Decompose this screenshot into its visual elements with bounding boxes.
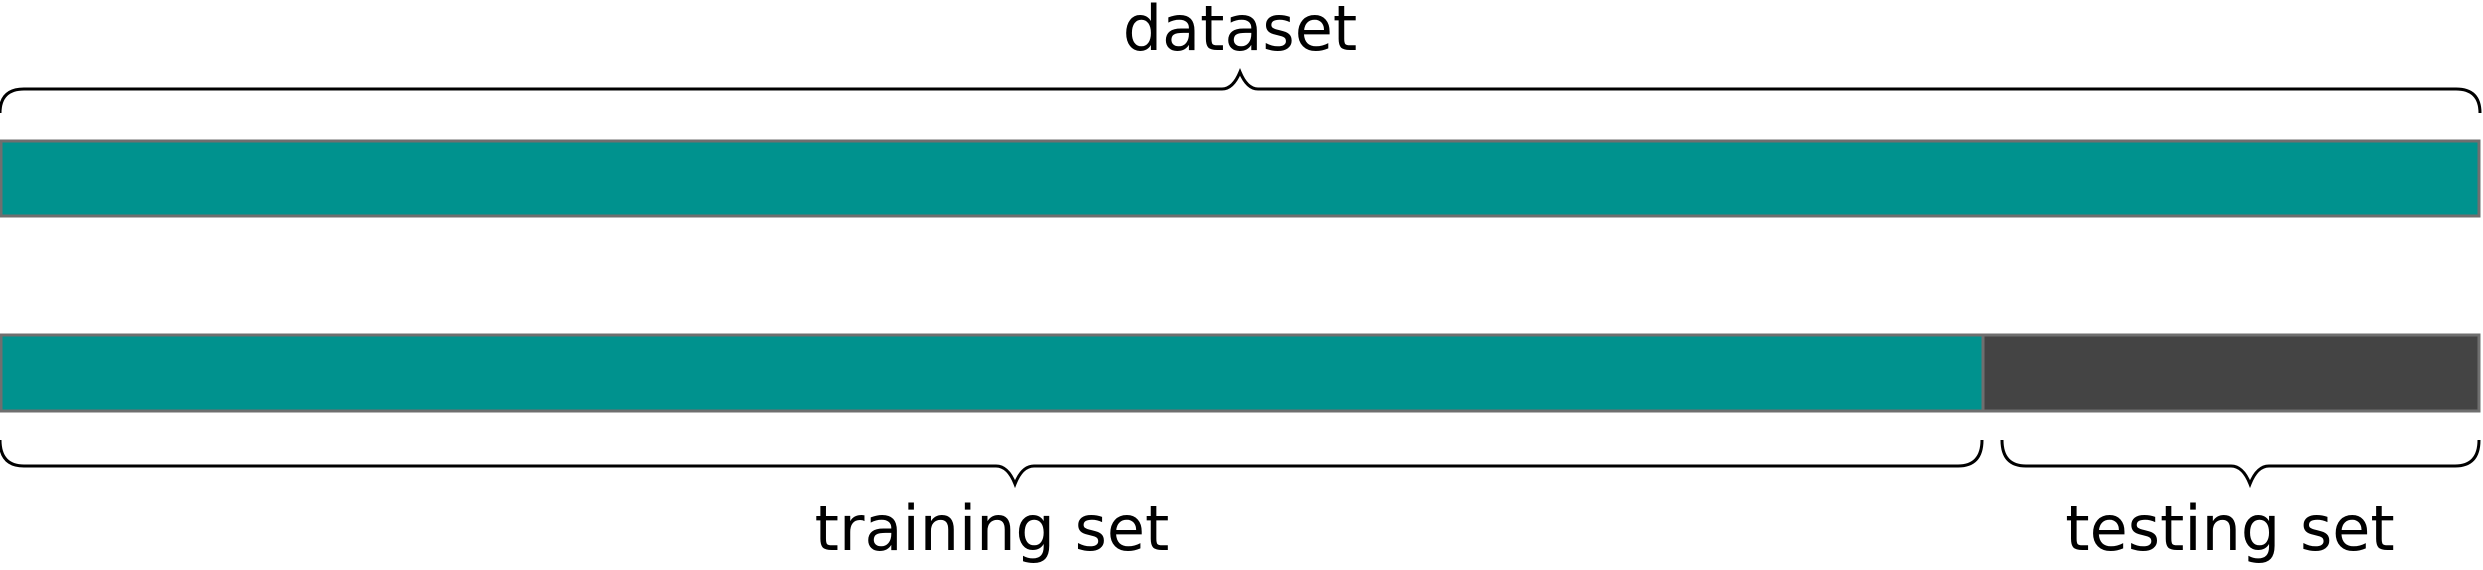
testing-bar [1981,333,2481,413]
training-brace [0,439,1984,489]
training-set-label: training set [815,492,1170,565]
dataset-label: dataset [1123,0,1357,65]
training-bar [0,333,1985,413]
testing-set-label: testing set [2065,492,2394,565]
dataset-brace [0,68,2482,114]
testing-brace [2000,439,2481,489]
dataset-bar [0,139,2481,218]
